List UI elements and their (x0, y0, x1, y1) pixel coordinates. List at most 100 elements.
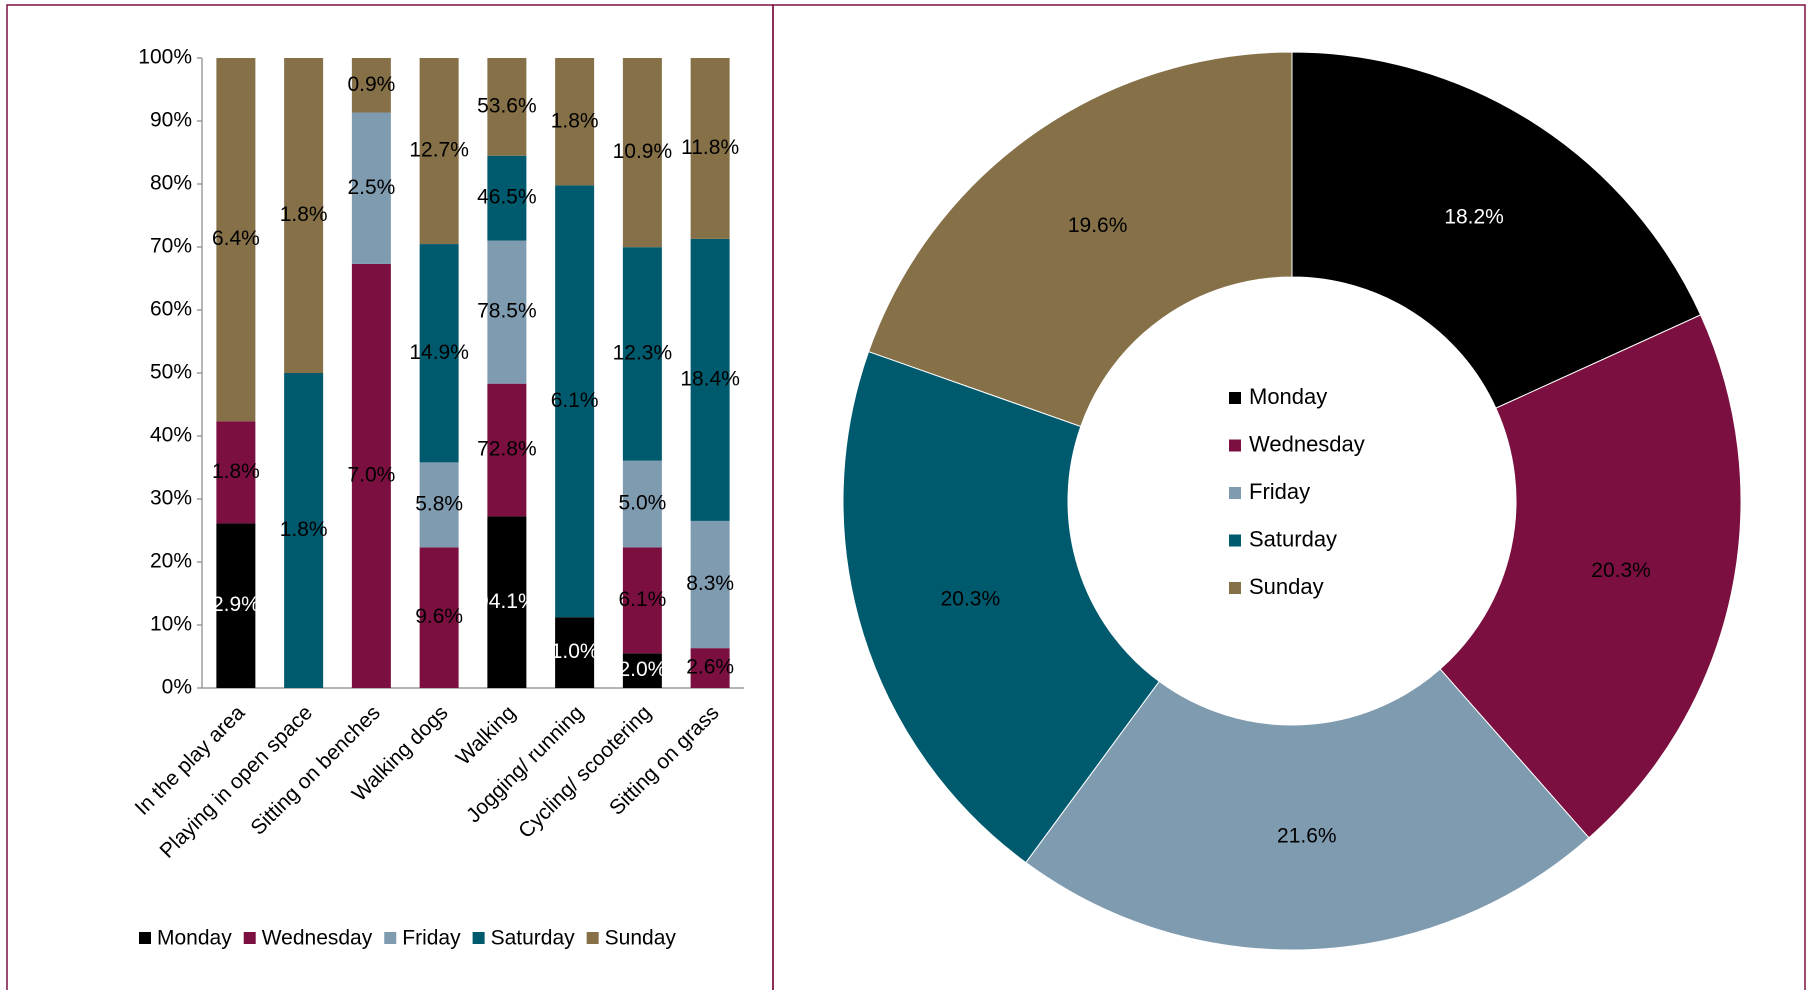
data-label: 72.8% (477, 438, 537, 461)
bar-segment (487, 240, 527, 384)
pie-slice (1439, 314, 1742, 839)
legend-swatch (384, 932, 397, 944)
data-label: 53.6% (477, 94, 537, 117)
data-label: 10.9% (613, 140, 673, 163)
bar-segment (351, 263, 391, 688)
bar-segment (555, 617, 595, 688)
pie-slice (867, 51, 1293, 428)
data-label: 8.3% (686, 572, 734, 595)
data-label: 21.6% (1277, 825, 1337, 848)
data-label: 94.1% (477, 590, 537, 613)
data-label: 2.6% (686, 656, 734, 679)
bar-segment (419, 462, 459, 548)
legend-label: Saturday (1249, 526, 1337, 551)
legend-label: Sunday (605, 927, 677, 950)
bar-segment (216, 421, 256, 524)
data-label: 2.0% (618, 658, 666, 681)
x-tick-label: Sitting on benches (246, 701, 384, 839)
legend-label: Friday (402, 927, 461, 950)
data-label: 18.2% (1444, 206, 1504, 229)
data-label: 19.6% (1068, 214, 1128, 237)
bar-segment (622, 247, 662, 461)
bar-segment (419, 244, 459, 463)
x-tick-label: Cycling/ scootering (514, 701, 656, 843)
data-label: 7.0% (347, 464, 395, 487)
bar-segment (419, 58, 459, 245)
legend-label: Friday (1249, 479, 1310, 504)
bar-segment (555, 185, 595, 618)
pie-slice (1025, 668, 1590, 951)
data-label: 11.8% (681, 136, 739, 159)
bar-segment (555, 58, 595, 186)
data-label: 1.8% (280, 518, 328, 541)
y-tick-label: 90% (150, 109, 192, 132)
legend-swatch (139, 932, 151, 944)
legend-swatch (1229, 439, 1241, 452)
bar-segment (622, 547, 662, 654)
bar-segment (690, 238, 730, 521)
legend-label: Sunday (1249, 574, 1324, 599)
data-label: 6.1% (618, 588, 666, 611)
data-label: 12.3% (613, 341, 673, 364)
bar-segment (216, 523, 256, 688)
data-label: 0.9% (347, 73, 395, 96)
y-tick-label: 40% (150, 424, 192, 447)
bar-segment (690, 520, 730, 649)
y-tick-label: 10% (150, 613, 192, 636)
data-label: 18.4% (680, 367, 740, 390)
bar-segment (622, 58, 662, 248)
data-label: 20.3% (1591, 559, 1651, 582)
data-label: 1.8% (551, 109, 599, 132)
y-tick-label: 60% (150, 298, 192, 321)
bar-segment (419, 547, 459, 688)
legend-swatch (1229, 582, 1241, 594)
data-label: 2.5% (347, 176, 395, 199)
legend-label: Wednesday (262, 927, 373, 950)
legend-swatch (1229, 534, 1241, 547)
x-tick-label: Walking (452, 701, 521, 770)
bar-segment (622, 653, 662, 688)
data-label: 2.9% (212, 593, 260, 616)
pie-slice (1291, 51, 1702, 409)
bar-segment (487, 155, 527, 241)
data-label: 9.6% (415, 605, 463, 628)
legend-label: Saturday (491, 927, 576, 950)
y-tick-label: 0% (162, 676, 192, 699)
data-label: 1.0% (551, 640, 599, 663)
data-label: 78.5% (477, 300, 537, 323)
bar-segment (351, 58, 391, 113)
legend-swatch (1229, 392, 1241, 404)
x-tick-label: Jogging/ running (462, 701, 588, 827)
data-label: 6.4% (212, 227, 260, 250)
bar-segment (284, 373, 324, 688)
data-label: 1.8% (280, 203, 328, 226)
legend-swatch (586, 932, 599, 944)
bar-segment (284, 58, 324, 373)
bar-segment (351, 112, 391, 264)
bar-segment (622, 460, 662, 548)
y-tick-label: 20% (150, 550, 192, 573)
data-label: 1.8% (212, 460, 260, 483)
bar-segment (487, 383, 527, 517)
data-label: 14.9% (409, 341, 469, 364)
right-panel (772, 4, 1806, 990)
data-label: 12.7% (409, 139, 469, 162)
legend-label: Monday (1249, 384, 1327, 409)
bar-segment (690, 58, 730, 239)
y-tick-label: 30% (150, 487, 192, 510)
legend-swatch (472, 932, 485, 944)
pie-slice (842, 350, 1160, 864)
legend-label: Monday (157, 927, 232, 950)
bar-segment (487, 58, 527, 156)
data-label: 5.0% (618, 492, 666, 515)
legend-swatch (1229, 487, 1241, 499)
data-label: 46.5% (477, 186, 537, 209)
data-label: 5.8% (415, 492, 463, 515)
y-tick-label: 50% (150, 361, 192, 384)
legend-swatch (243, 932, 256, 944)
y-tick-label: 70% (150, 235, 192, 258)
y-tick-label: 80% (150, 172, 192, 195)
data-label: 20.3% (941, 587, 1001, 610)
data-label: 6.1% (551, 389, 599, 412)
